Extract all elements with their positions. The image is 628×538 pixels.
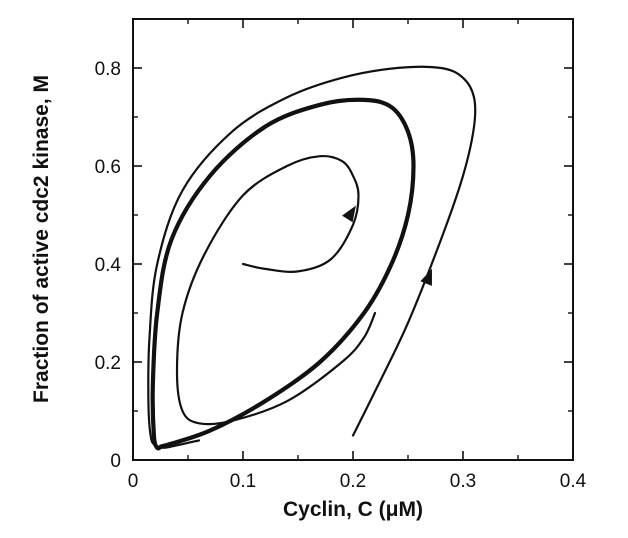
x-tick-label: 0 — [128, 471, 139, 492]
x-tick-label: 0.3 — [450, 471, 476, 492]
y-tick-label: 0.6 — [95, 157, 121, 178]
x-axis-label: Cyclin, C (μM) — [283, 498, 423, 521]
trajectory-thick — [150, 97, 416, 451]
trajectory-thin-outer — [147, 65, 477, 449]
y-tick-label: 0 — [110, 451, 121, 472]
y-tick-label: 0.8 — [95, 59, 121, 80]
tick-labels: 0 0.1 0.2 0.3 0.4 0 0.2 0.4 0.6 0.8 — [95, 59, 587, 492]
y-axis-label: Fraction of active cdc2 kinase, M — [30, 75, 53, 403]
direction-arrow-icon — [342, 205, 356, 223]
series-layer — [147, 65, 477, 451]
x-tick-label: 0.1 — [230, 471, 256, 492]
x-tick-label: 0.4 — [560, 471, 587, 492]
y-tick-label: 0.4 — [95, 255, 122, 276]
plot-frame — [132, 18, 574, 461]
direction-arrow-icon — [420, 268, 432, 286]
trajectory-thin-inner — [175, 154, 377, 426]
axis-ticks — [132, 19, 574, 461]
x-tick-label: 0.2 — [340, 471, 366, 492]
arrow-layer — [342, 205, 432, 286]
y-tick-label: 0.2 — [95, 353, 121, 374]
